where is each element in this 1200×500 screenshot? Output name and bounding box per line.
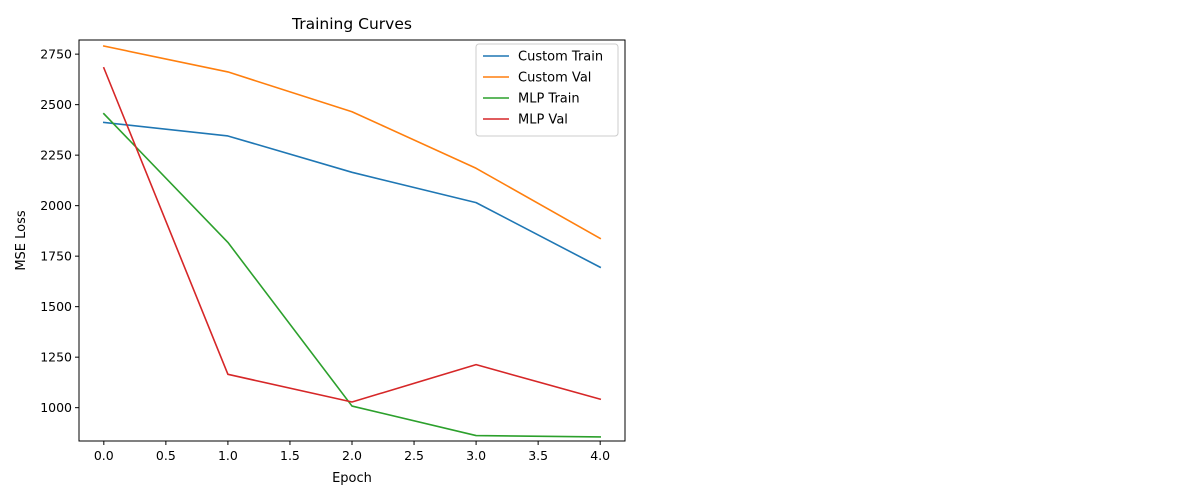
- y-tick-label: 1250: [40, 350, 72, 365]
- y-tick-label: 2750: [40, 47, 72, 62]
- legend-label: Custom Train: [518, 50, 603, 65]
- x-tick-label: 0.0: [94, 448, 114, 463]
- legend-label: MLP Val: [518, 113, 568, 128]
- x-tick-label: 4.0: [590, 448, 610, 463]
- series-line-custom-val: [102, 45, 602, 240]
- x-axis-ticks: 0.0 0.5 1.0 1.5 2.0 2.5 3.0 3.5 4.0: [94, 441, 610, 463]
- legend-label: Custom Val: [518, 71, 591, 86]
- y-tick-label: 2000: [40, 198, 72, 213]
- x-tick-label: 1.0: [218, 448, 238, 463]
- legend: Custom Train Custom Val MLP Train MLP Val: [475, 43, 619, 137]
- y-tick-label: 2500: [40, 97, 72, 112]
- series-line-mlp-val: [102, 66, 602, 403]
- y-tick-label: 1500: [40, 299, 72, 314]
- y-tick-label: 2250: [40, 148, 72, 163]
- x-tick-label: 2.5: [404, 448, 424, 463]
- x-axis-label: Epoch: [332, 471, 372, 486]
- series-line-mlp-train: [102, 112, 601, 438]
- y-axis-label: MSE Loss: [14, 210, 29, 271]
- y-tick-label: 1750: [40, 249, 72, 264]
- x-tick-label: 2.0: [342, 448, 362, 463]
- series-line-custom-train: [102, 121, 602, 269]
- legend-label: MLP Train: [518, 92, 580, 107]
- x-tick-label: 1.5: [280, 448, 300, 463]
- series-layer: [102, 45, 602, 438]
- chart-title: Training Curves: [291, 15, 412, 33]
- x-tick-label: 3.0: [466, 448, 486, 463]
- x-tick-label: 3.5: [528, 448, 548, 463]
- y-axis-ticks: 1000 1250 1500 1750 2000 2250 2500 2750: [40, 47, 79, 415]
- x-tick-label: 0.5: [156, 448, 176, 463]
- legend-box: [475, 43, 619, 137]
- y-tick-label: 1000: [40, 400, 72, 415]
